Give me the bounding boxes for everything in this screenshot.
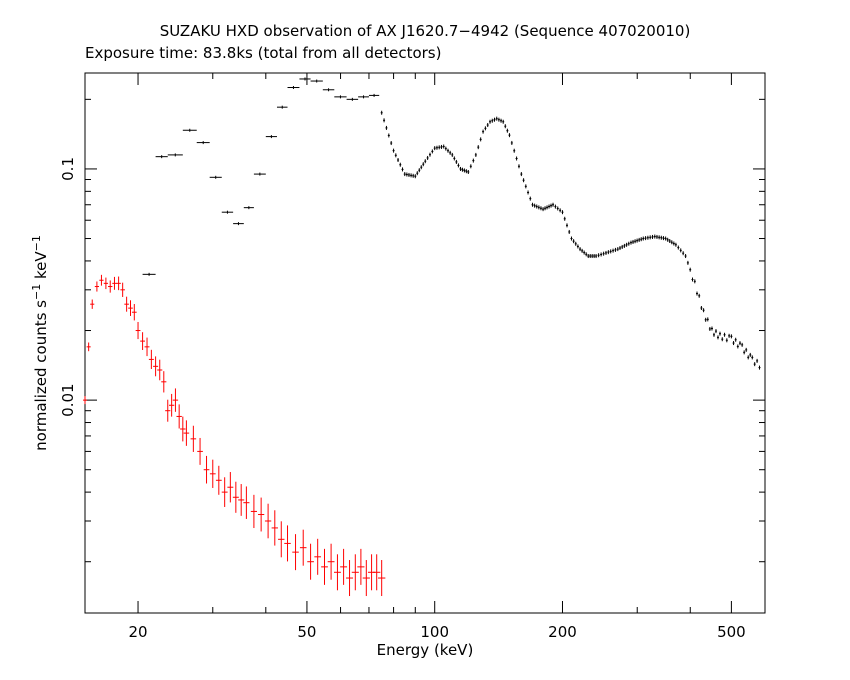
x-tick-label: 50: [297, 623, 316, 641]
x-tick-label: 100: [420, 623, 449, 641]
x-tick-label: 20: [128, 623, 147, 641]
y-tick-label: 0.1: [59, 157, 77, 181]
y-tick-label: 0.01: [59, 383, 77, 416]
series-red: [83, 274, 386, 597]
x-tick-label: 200: [548, 623, 577, 641]
chart-subtitle: Exposure time: 83.8ks (total from all de…: [85, 44, 441, 62]
x-axis-ticks: 20 50 100 200 500: [128, 73, 766, 641]
x-axis-label: Energy (keV): [377, 641, 474, 659]
y-axis-label: normalized counts s−1 keV−1: [30, 235, 50, 451]
y-axis-ticks: 0.1 0.01: [59, 98, 765, 563]
chart-title: SUZAKU HXD observation of AX J1620.7−494…: [160, 22, 691, 40]
plot-frame: [84, 72, 766, 614]
x-tick-label: 500: [717, 623, 746, 641]
series-black: [142, 77, 761, 370]
